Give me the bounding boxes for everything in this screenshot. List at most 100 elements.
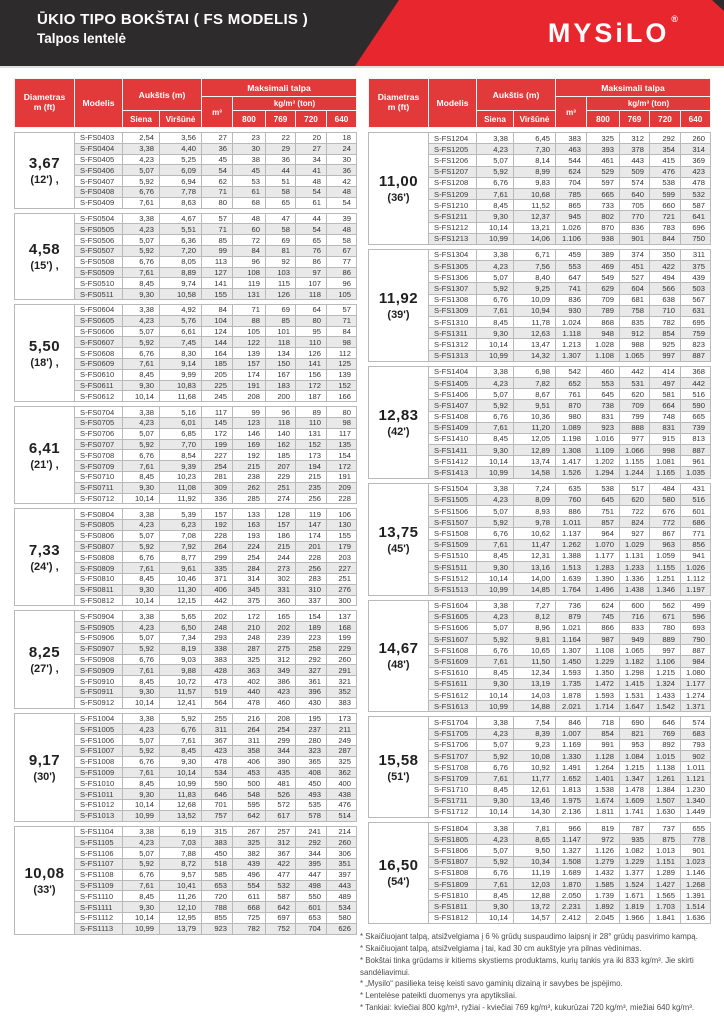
model-cell: S-FS0907 [74,642,123,655]
value-cell: 1.080 [680,666,711,679]
value-cell: 646 [649,716,681,729]
footnote-line: * Tankiai: kviečiai 800 kg/m³, ryžiai - … [360,1003,695,1013]
value-cell: 130 [326,519,357,531]
value-cell: 624 [586,599,620,612]
value-cell: 1.283 [586,560,620,574]
model-cell: S-FS1805 [428,833,477,846]
model-cell: S-FS1506 [428,504,477,518]
value-cell: 9,81 [513,633,556,646]
col-header-diameter: Diametras m (ft) [368,78,429,128]
value-cell: 1.689 [555,866,587,880]
value-cell: 463 [555,143,587,156]
value-cell: 1.029 [619,538,650,551]
value-cell: 228 [326,492,357,505]
value-cell: 554 [232,879,266,892]
value-cell: 14,88 [513,700,556,713]
group-diameter-cell: 7,33 (24') , [14,508,75,607]
value-cell: 1.496 [586,583,620,596]
col-header-diameter: Diametras m (ft) [14,78,75,128]
value-cell: 949 [619,633,650,646]
table-row: S-FS0510 8,45 9,74 141 119 115 107 96 [15,277,357,290]
footnote-line: * Skaičiuojant talpą, atsižvelgiama į ta… [360,943,642,953]
value-cell: 350 [649,248,681,262]
value-cell: 704 [555,176,587,189]
value-cell: 367 [201,734,233,747]
table-row: S-FS0809 7,61 9,61 335 284 273 256 227 [15,562,357,575]
value-cell: 476 [649,165,681,178]
value-cell: 997 [649,349,681,362]
value-cell: 824 [619,516,650,529]
value-cell: 203 [326,551,357,564]
value-cell: 157 [232,357,266,370]
table-row: S-FS1008 6,76 9,30 478 406 390 365 325 [15,755,357,768]
model-cell: S-FS0507 [74,244,123,257]
model-cell: S-FS0808 [74,551,123,564]
value-cell: 5,07 [476,844,514,857]
table-row: S-FS1205 4,23 7,30 463 393 378 354 314 [369,143,711,156]
value-cell: 1.542 [649,700,681,713]
value-cell: 283 [295,573,327,585]
value-cell: 3,38 [122,406,160,418]
col-header-peak: Viršūnė [512,110,557,128]
value-cell: 6,01 [159,416,202,429]
value-cell: 229 [265,470,296,483]
model-cell: S-FS0508 [74,255,123,268]
value-cell: 875 [649,833,681,846]
model-cell: S-FS1808 [428,866,477,880]
group-diameter-cell: 16,50 (54') [368,822,429,924]
value-cell: 12,41 [159,696,202,709]
value-cell: 481 [265,777,296,790]
value-cell: 604 [619,282,650,295]
value-cell: 1.251 [649,572,681,585]
value-cell: 1.307 [555,349,587,362]
value-cell: 7,61 [122,460,160,472]
table-row: S-FS1610 8,45 12,34 1.593 1.350 1.298 1.215 1.0… [369,666,711,679]
value-cell: 9,30 [476,444,514,457]
value-cell: 5,07 [476,621,514,635]
table-row: S-FS0807 5,92 7,92 264 224 215 201 179 [15,540,357,553]
value-cell: 1.106 [649,655,681,668]
value-cell: 440 [232,686,266,698]
value-cell: 1.507 [649,794,681,807]
value-cell: 5,07 [122,847,160,859]
table-row: S-FS1209 7,61 10,68 785 665 640 599 532 [369,187,711,201]
value-cell: 1.035 [680,466,711,479]
value-cell: 8,96 [513,621,556,635]
value-cell: 7,61 [476,655,514,668]
value-cell: 85 [201,234,233,246]
model-cell: S-FS1511 [428,560,477,574]
value-cell: 7,61 [476,538,514,551]
footnote-line: * Lentelėse pateikti duomenys yra apytik… [360,991,518,1001]
value-cell: 11,20 [513,421,556,434]
value-cell: 624 [555,165,587,178]
model-cell: S-FS1804 [428,822,477,835]
value-cell: 47 [265,212,296,225]
value-cell: 386 [265,675,296,688]
value-cell: 1.433 [649,688,681,702]
value-cell: 6,76 [476,866,514,880]
value-cell: 258 [295,642,327,655]
value-cell: 64 [295,303,327,316]
model-cell: S-FS0506 [74,234,123,246]
table-row: S-FS0905 4,23 6,50 248 210 202 189 168 [15,621,357,634]
table-header: Diametras m (ft) Modelis Aukštis (m) Maksima… [14,78,358,128]
model-cell: S-FS1612 [428,688,477,702]
value-cell: 581 [649,388,681,401]
value-cell: 214 [326,825,357,838]
value-cell: 238 [232,470,266,483]
table-row: S-FS0608 6,76 8,30 164 139 134 126 112 [15,347,357,359]
table-row: S-FS0404 3,38 4,40 36 30 29 27 24 [15,142,357,155]
value-cell: 1.346 [649,583,681,596]
group-diameter-ft: (21') , [30,458,59,471]
value-cell: 799 [619,410,650,423]
value-cell: 187 [295,390,327,403]
value-cell: 29 [265,142,296,155]
value-cell: 1.531 [619,688,650,702]
value-cell: 11,83 [159,788,202,801]
table-row: S-FS0707 5,92 7,70 199 169 162 152 135 [15,438,357,451]
value-cell: 1.177 [586,549,620,562]
model-cell: S-FS0804 [74,508,123,521]
value-cell: 757 [201,809,233,822]
value-cell: 611 [232,890,266,903]
col-header-capacity-unit: kg/m³ (ton) [586,96,712,111]
